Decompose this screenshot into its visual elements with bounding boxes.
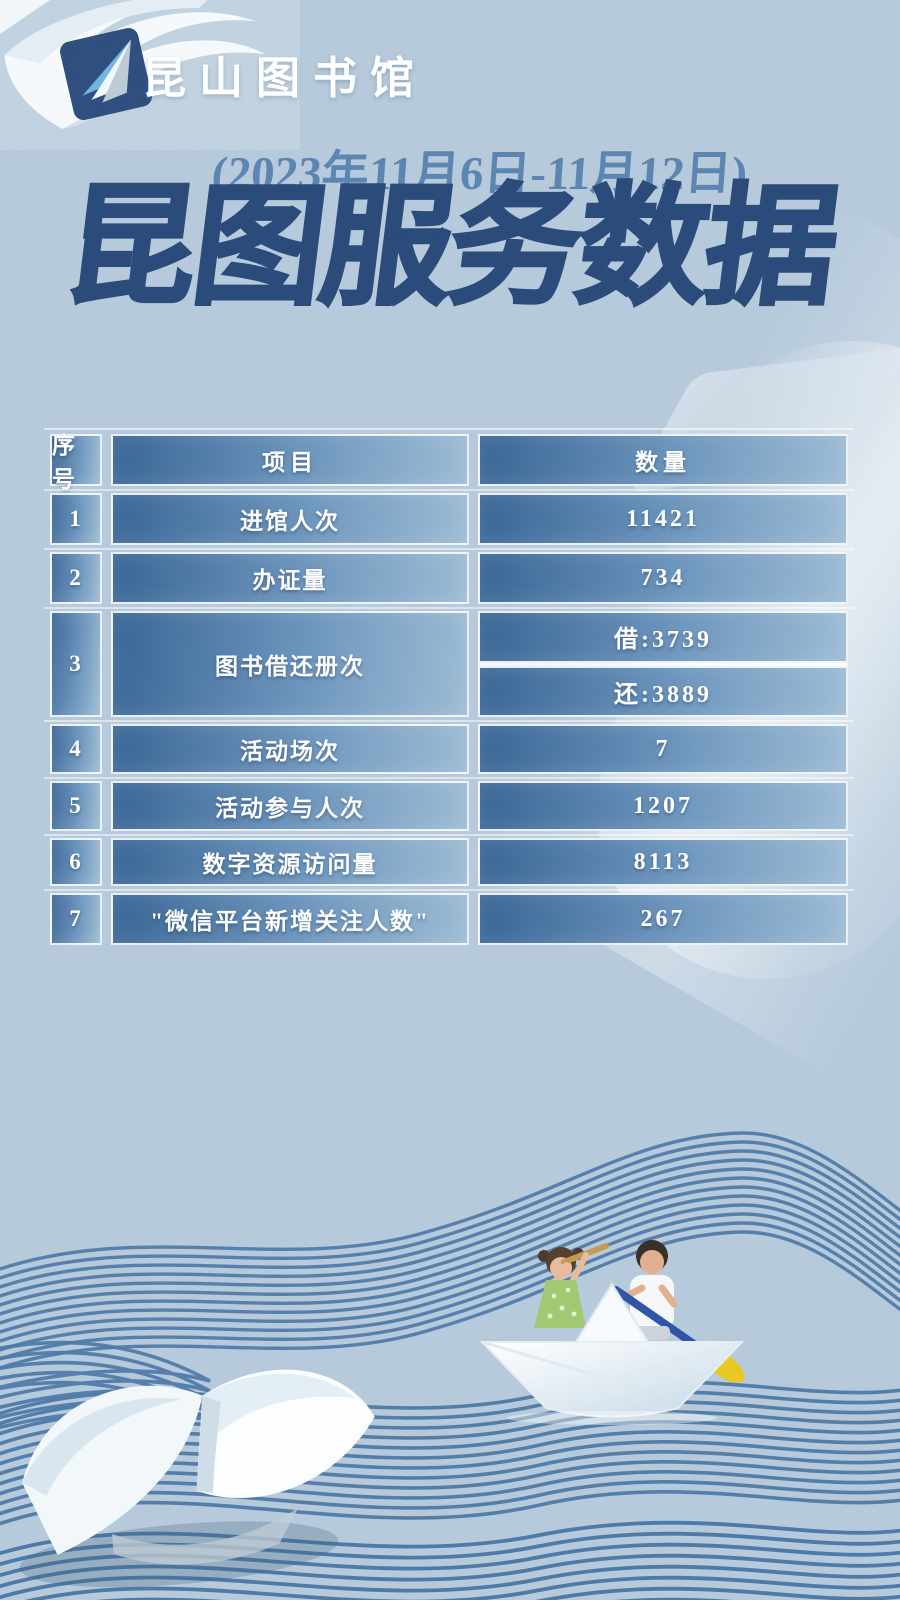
page-title: 昆图服务数据 — [56, 175, 845, 323]
quantity-value: 1207 — [478, 781, 848, 831]
row-index: 7 — [50, 893, 102, 945]
table-row: 2 办证量 734 — [44, 552, 854, 609]
item-label: 活动场次 — [111, 724, 469, 774]
table-header-row: 序号 项目 数量 — [44, 433, 854, 492]
column-header-item: 项目 — [111, 434, 469, 486]
row-index: 5 — [50, 781, 102, 831]
table-row: 1 进馆人次 11421 — [44, 493, 854, 550]
table-row: 5 活动参与人次 1207 — [44, 781, 854, 836]
open-book-illustration — [19, 1369, 375, 1588]
quantity-return: 还:3889 — [478, 665, 848, 717]
row-index: 6 — [50, 838, 102, 886]
item-label: 数字资源访问量 — [111, 838, 469, 886]
table-row: 6 数字资源访问量 8113 — [44, 838, 854, 891]
table-row: 7 "微信平台新增关注人数" 267 — [50, 893, 848, 945]
paper-boat-illustration — [479, 1240, 745, 1425]
quantity-value: 8113 — [478, 838, 848, 886]
item-label: 活动参与人次 — [111, 781, 469, 831]
quantity-borrow: 借:3739 — [478, 611, 848, 663]
row-index: 3 — [50, 611, 102, 717]
item-label: 进馆人次 — [111, 493, 469, 545]
quantity-value: 11421 — [478, 493, 848, 545]
table-row: 3 图书借还册次 借:3739 还:3889 — [44, 611, 854, 722]
item-label: 图书借还册次 — [111, 611, 469, 717]
item-label: "微信平台新增关注人数" — [111, 893, 469, 945]
row-index: 4 — [50, 724, 102, 774]
library-logo-icon — [60, 28, 152, 120]
table-row: 4 活动场次 7 — [44, 724, 854, 779]
row-index: 1 — [50, 493, 102, 545]
item-label: 办证量 — [111, 552, 469, 604]
quantity-value: 734 — [478, 552, 848, 604]
quantity-value: 7 — [478, 724, 848, 774]
quantity-split-cell: 借:3739 还:3889 — [478, 611, 848, 717]
service-data-table: 序号 项目 数量 1 进馆人次 11421 2 办证量 734 3 图书借还册次… — [44, 428, 854, 952]
brand-name: 昆山图书馆 — [142, 54, 427, 103]
row-index: 2 — [50, 552, 102, 604]
quantity-value: 267 — [478, 893, 848, 945]
column-header-index: 序号 — [50, 433, 102, 492]
column-header-quantity: 数量 — [478, 434, 848, 486]
